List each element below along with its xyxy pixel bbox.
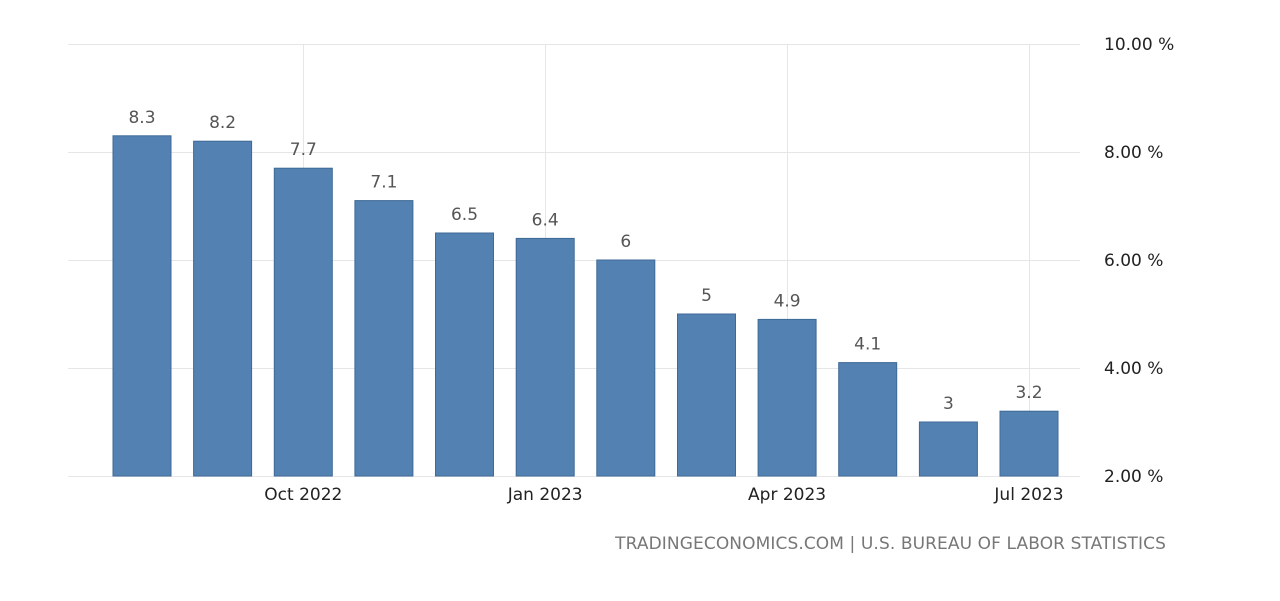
y-tick-label: 10.00 % [1104, 35, 1174, 55]
bar-2023-07[interactable] [999, 410, 1059, 477]
bar-value-label: 3 [943, 394, 954, 414]
bar-2023-06[interactable] [918, 421, 978, 477]
bar-2022-10[interactable] [273, 167, 333, 477]
bar-value-labels: 8.3 8.2 7.7 7.1 6.5 6.4 6 5 4.9 4.1 3 3.2 [128, 108, 1042, 414]
y-tick-label: 4.00 % [1104, 359, 1163, 379]
bar-2023-03[interactable] [677, 313, 736, 477]
bar-value-label: 8.3 [128, 108, 155, 128]
x-axis: Oct 2022 Jan 2023 Apr 2023 Jul 2023 [264, 485, 1063, 505]
x-tick-label: Jan 2023 [507, 485, 583, 505]
bar-value-label: 4.1 [854, 335, 881, 355]
bar-2022-11[interactable] [354, 200, 414, 477]
y-tick-label: 6.00 % [1104, 251, 1163, 271]
x-tick-label: Jul 2023 [993, 485, 1063, 505]
y-tick-label: 2.00 % [1104, 467, 1163, 487]
x-tick-label: Apr 2023 [748, 485, 826, 505]
bar-2022-09[interactable] [193, 140, 253, 477]
y-tick-label: 8.00 % [1104, 143, 1163, 163]
bar-value-label: 6 [620, 232, 631, 252]
bar-2023-01[interactable] [515, 237, 575, 477]
bar-value-label: 3.2 [1015, 383, 1042, 403]
y-axis: 2.00 % 4.00 % 6.00 % 8.00 % 10.00 % [1104, 35, 1174, 487]
bar-value-label: 5 [701, 286, 712, 306]
bar-2023-05[interactable] [838, 362, 898, 477]
bar-value-label: 6.4 [532, 210, 559, 230]
bar-value-label: 4.9 [774, 291, 801, 311]
bar-value-label: 7.1 [370, 173, 397, 193]
bar-value-label: 8.2 [209, 113, 236, 133]
bar-2023-04[interactable] [757, 318, 817, 477]
bar-value-label: 7.7 [290, 140, 317, 160]
source-attribution: TRADINGECONOMICS.COM | U.S. BUREAU OF LA… [615, 534, 1166, 554]
bars [112, 135, 1059, 477]
x-tick-label: Oct 2022 [264, 485, 342, 505]
bar-2022-08[interactable] [112, 135, 172, 477]
bar-value-label: 6.5 [451, 205, 478, 225]
bar-2023-02[interactable] [596, 259, 656, 477]
bar-2022-12[interactable] [435, 232, 494, 477]
